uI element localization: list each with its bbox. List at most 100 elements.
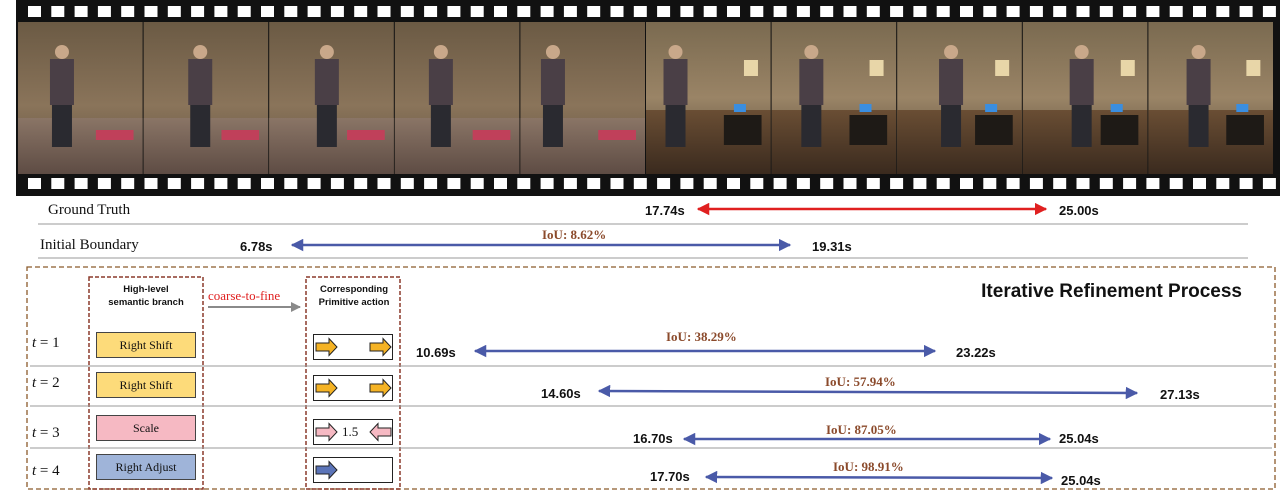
step-4-end-time: 25.04s	[1061, 473, 1101, 488]
sprocket-hole	[750, 178, 764, 189]
sprocket-hole	[330, 178, 344, 189]
semantic-branch-header-line-2: semantic branch	[108, 297, 184, 308]
semantic-action-right-adjust: Right Adjust	[96, 454, 196, 480]
film-sprocket-holes-top	[28, 6, 1276, 17]
sprocket-hole	[307, 178, 321, 189]
ground-truth-label: Ground Truth	[48, 202, 131, 218]
step-number: = 1	[39, 335, 60, 351]
sprocket-hole	[633, 178, 647, 189]
semantic-branch-header: High-level semantic branch	[96, 283, 196, 309]
step-variable: t	[32, 375, 37, 391]
sprocket-hole	[400, 178, 414, 189]
sprocket-hole	[167, 178, 181, 189]
sprocket-hole	[284, 6, 298, 17]
sprocket-hole	[587, 178, 601, 189]
panel-title: Iterative Refinement Process	[981, 281, 1242, 302]
sprocket-hole	[470, 178, 484, 189]
sprocket-hole	[354, 6, 368, 17]
sprocket-hole	[214, 178, 228, 189]
sprocket-hole	[563, 6, 577, 17]
sprocket-hole	[703, 6, 717, 17]
step-label-1: t = 1	[32, 335, 60, 352]
sprocket-hole	[680, 6, 694, 17]
sprocket-hole	[773, 6, 787, 17]
primitive-action-header: Corresponding Primitive action	[310, 283, 398, 309]
semantic-action-right-shift-2: Right Shift	[96, 372, 196, 398]
video-frame	[646, 22, 771, 174]
sprocket-hole	[1262, 178, 1276, 189]
sprocket-hole	[28, 6, 41, 17]
sprocket-hole	[470, 6, 484, 17]
sprocket-hole	[1076, 6, 1090, 17]
sprocket-hole	[633, 6, 647, 17]
sprocket-hole	[913, 178, 927, 189]
sprocket-hole	[1193, 178, 1206, 189]
sprocket-hole	[936, 178, 950, 189]
sprocket-hole	[1099, 6, 1113, 17]
sprocket-hole	[1239, 178, 1253, 189]
ground-truth-end-time: 25.00s	[1059, 203, 1099, 218]
sprocket-hole	[1169, 178, 1183, 189]
sprocket-hole	[144, 6, 158, 17]
video-film-strip	[0, 0, 1280, 196]
sprocket-hole	[1053, 178, 1067, 189]
initial-boundary-end-time: 19.31s	[812, 239, 852, 254]
step-number: = 2	[39, 375, 60, 391]
video-frame	[394, 22, 520, 174]
sprocket-hole	[610, 178, 624, 189]
sprocket-hole	[261, 178, 274, 189]
film-sprocket-holes-bottom	[28, 178, 1276, 189]
sprocket-hole	[890, 6, 904, 17]
semantic-action-right-shift-1: Right Shift	[96, 332, 196, 358]
step-2-start-time: 14.60s	[541, 386, 581, 401]
initial-boundary-start-time: 6.78s	[240, 239, 273, 254]
sprocket-hole	[1146, 178, 1160, 189]
step-1-start-time: 10.69s	[416, 345, 456, 360]
sprocket-hole	[890, 178, 904, 189]
sprocket-hole	[377, 6, 391, 17]
step-variable: t	[32, 335, 37, 351]
step-4-iou: IoU: 98.91%	[833, 459, 904, 474]
sprocket-hole	[1216, 6, 1230, 17]
sprocket-hole	[657, 178, 671, 189]
sprocket-hole	[284, 178, 298, 189]
video-frame	[771, 22, 897, 174]
primitive-action-header-line-1: Corresponding	[319, 284, 389, 295]
video-frame	[1148, 22, 1273, 174]
sprocket-hole	[330, 6, 344, 17]
sprocket-hole	[1006, 178, 1020, 189]
video-frame	[897, 22, 1022, 174]
sprocket-hole	[1262, 6, 1276, 17]
sprocket-hole	[1053, 6, 1067, 17]
sprocket-hole	[727, 178, 740, 189]
step-number: = 4	[39, 463, 60, 479]
sprocket-hole	[447, 6, 461, 17]
sprocket-hole	[1193, 6, 1206, 17]
sprocket-hole	[866, 178, 880, 189]
sprocket-hole	[424, 6, 438, 17]
sprocket-hole	[237, 6, 251, 17]
step-2-iou: IoU: 57.94%	[825, 374, 896, 389]
sprocket-hole	[214, 6, 228, 17]
primitive-action-box-2	[313, 375, 393, 401]
step-3-start-time: 16.70s	[633, 431, 673, 446]
step-variable: t	[32, 425, 37, 441]
primitive-action-header-line-2: Primitive action	[318, 297, 390, 308]
step-2-end-time: 27.13s	[1160, 387, 1200, 402]
sprocket-hole	[1146, 6, 1160, 17]
sprocket-hole	[540, 178, 554, 189]
sprocket-hole	[820, 178, 834, 189]
sprocket-hole	[773, 178, 787, 189]
sprocket-hole	[377, 178, 391, 189]
primitive-action-box-4	[313, 457, 393, 483]
sprocket-hole	[121, 178, 135, 189]
step-number: = 3	[39, 425, 60, 441]
sprocket-hole	[680, 178, 694, 189]
sprocket-hole	[1099, 178, 1113, 189]
sprocket-hole	[843, 178, 857, 189]
sprocket-hole	[1216, 178, 1230, 189]
sprocket-hole	[750, 6, 764, 17]
sprocket-hole	[843, 6, 857, 17]
step-variable: t	[32, 463, 37, 479]
sprocket-hole	[540, 6, 554, 17]
